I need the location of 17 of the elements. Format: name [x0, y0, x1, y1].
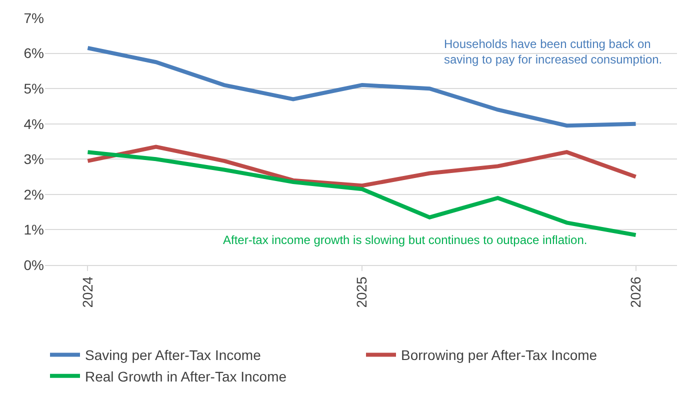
legend-label: Borrowing per After-Tax Income — [401, 347, 598, 364]
y-tick-label: 1% — [24, 222, 44, 238]
x-tick-label: 2026 — [627, 276, 644, 308]
legend-label: Saving per After-Tax Income — [85, 347, 262, 364]
y-tick-label: 3% — [24, 151, 44, 168]
y-tick-label: 7% — [24, 10, 44, 26]
x-tick-label: 2025 — [354, 276, 370, 308]
annotation: Households have been cutting back on saving to pay for increased consumption. — [444, 37, 662, 67]
x-tick-label: 2024 — [79, 276, 96, 308]
y-tick-label: 2% — [24, 186, 44, 202]
annotation: After-tax income growth is slowing but continues to outpace inflation. — [223, 233, 588, 247]
line-series — [86, 144, 638, 188]
legend-label: Real Growth in After-Tax Income — [85, 368, 287, 384]
y-tick-label: 4% — [24, 116, 44, 132]
y-tick-label: 0% — [24, 256, 44, 273]
y-tick-label: 6% — [24, 45, 44, 62]
y-tick-label: 5% — [24, 80, 44, 96]
